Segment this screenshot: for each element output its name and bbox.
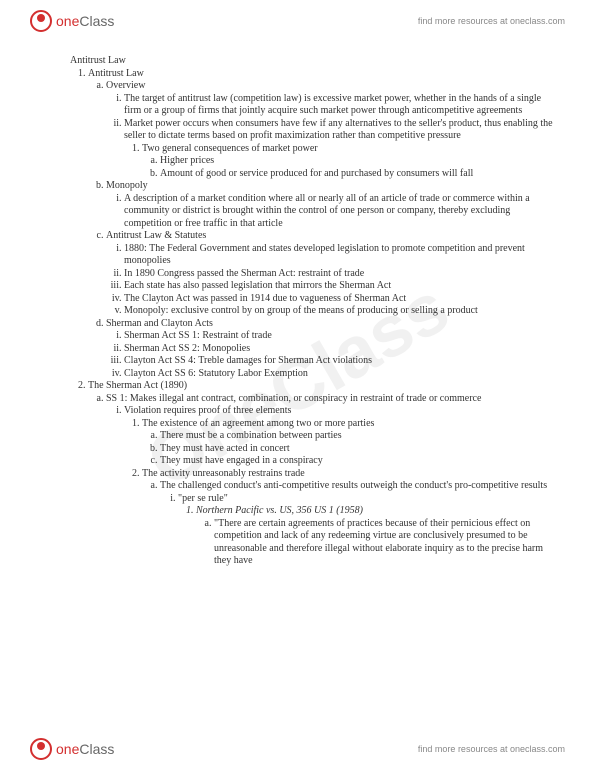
li: 1880: The Federal Government and states … <box>124 243 555 268</box>
find-more-link-footer[interactable]: find more resources at oneclass.com <box>418 744 565 754</box>
find-more-link[interactable]: find more resources at oneclass.com <box>418 16 565 26</box>
footer: oneClass find more resources at oneclass… <box>0 728 595 770</box>
logo-text: oneClass <box>56 13 114 29</box>
document-body: Antitrust Law Antitrust Law Overview The… <box>70 55 555 568</box>
sec-1c: Antitrust Law & Statutes 1880: The Feder… <box>106 230 555 318</box>
li: They must have acted in concert <box>160 443 555 456</box>
li: There must be a combination between part… <box>160 430 555 443</box>
li: The activity unreasonably restrains trad… <box>142 468 555 568</box>
li: Amount of good or service produced for a… <box>160 168 555 181</box>
logo-footer[interactable]: oneClass <box>30 738 114 760</box>
li: Clayton Act SS 6: Statutory Labor Exempt… <box>124 368 555 381</box>
li: Violation requires proof of three elemen… <box>124 405 555 568</box>
li: Market power occurs when consumers have … <box>124 118 555 181</box>
sec-2a: SS 1: Makes illegal ant contract, combin… <box>106 393 555 568</box>
doc-title: Antitrust Law <box>70 55 555 68</box>
sec-1a: Overview The target of antitrust law (co… <box>106 80 555 180</box>
section-1: Antitrust Law Overview The target of ant… <box>88 68 555 381</box>
logo-icon <box>30 738 52 760</box>
li: Two general consequences of market power… <box>142 143 555 181</box>
logo-text: oneClass <box>56 741 114 757</box>
li: In 1890 Congress passed the Sherman Act:… <box>124 268 555 281</box>
li: Each state has also passed legislation t… <box>124 280 555 293</box>
li: The existence of an agreement among two … <box>142 418 555 468</box>
li: Sherman Act SS 1: Restraint of trade <box>124 330 555 343</box>
li: "There are certain agreements of practic… <box>214 518 555 568</box>
li: The target of antitrust law (competition… <box>124 93 555 118</box>
logo[interactable]: oneClass <box>30 10 114 32</box>
logo-icon <box>30 10 52 32</box>
li: "per se rule" Northern Pacific vs. US, 3… <box>178 493 555 568</box>
li: The Clayton Act was passed in 1914 due t… <box>124 293 555 306</box>
case-cite: Northern Pacific vs. US, 356 US 1 (1958)… <box>196 505 555 568</box>
li: Monopoly: exclusive control by on group … <box>124 305 555 318</box>
li: Higher prices <box>160 155 555 168</box>
sec-1b: Monopoly A description of a market condi… <box>106 180 555 230</box>
header: oneClass find more resources at oneclass… <box>0 0 595 42</box>
section-2: The Sherman Act (1890) SS 1: Makes illeg… <box>88 380 555 568</box>
sec-1d: Sherman and Clayton Acts Sherman Act SS … <box>106 318 555 381</box>
li: They must have engaged in a conspiracy <box>160 455 555 468</box>
li: Sherman Act SS 2: Monopolies <box>124 343 555 356</box>
li: The challenged conduct's anti-competitiv… <box>160 480 555 568</box>
li: A description of a market condition wher… <box>124 193 555 231</box>
li: Clayton Act SS 4: Treble damages for She… <box>124 355 555 368</box>
